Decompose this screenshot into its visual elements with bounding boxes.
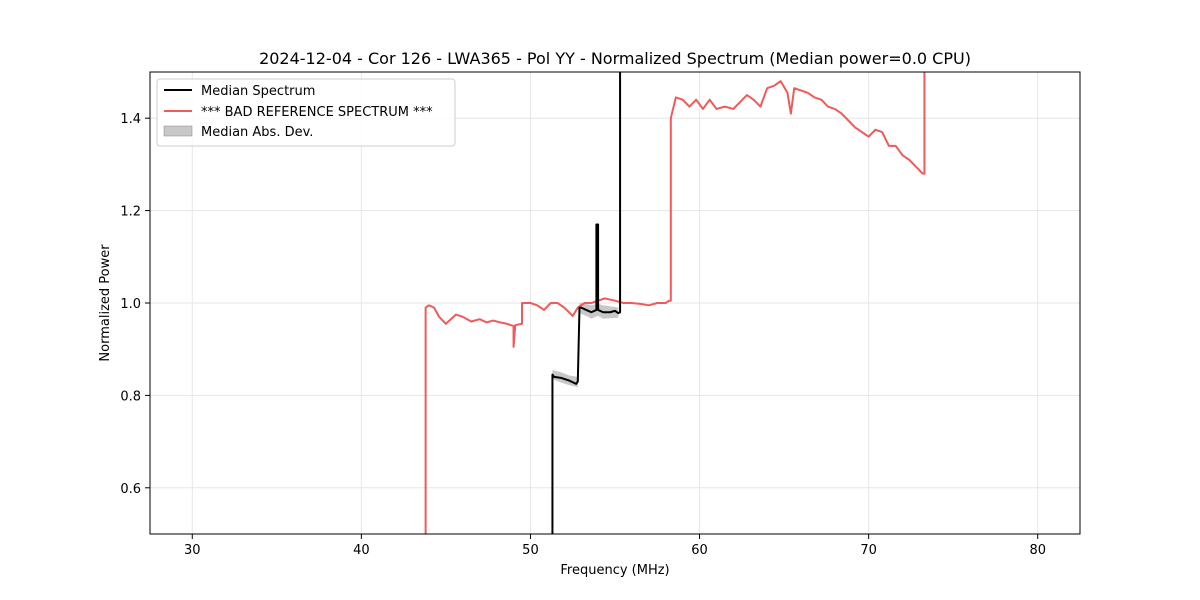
series-layer: [424, 72, 926, 534]
mad-band-layer: [552, 303, 619, 388]
y-tick-label: 1.4: [120, 112, 141, 127]
legend: Median Spectrum *** BAD REFERENCE SPECTR…: [156, 78, 456, 147]
chart-title: 2024-12-04 - Cor 126 - LWA365 - Pol YY -…: [259, 49, 971, 68]
x-tick-label: 80: [1029, 543, 1046, 558]
legend-label-median: Median Spectrum: [201, 84, 315, 99]
y-tick-label: 0.6: [120, 482, 141, 497]
legend-box: [156, 78, 456, 147]
x-tick-label: 70: [860, 543, 877, 558]
x-tick-label: 30: [184, 543, 201, 558]
legend-label-reference: *** BAD REFERENCE SPECTRUM ***: [201, 105, 433, 120]
legend-label-mad: Median Abs. Dev.: [201, 125, 313, 140]
x-tick-label: 40: [353, 543, 370, 558]
y-axis-label: Normalized Power: [98, 244, 113, 362]
median-spectrum-line: [551, 72, 622, 534]
y-tick-label: 1.0: [120, 297, 141, 312]
y-tick-label: 0.8: [120, 389, 141, 404]
x-tick-label: 50: [522, 543, 539, 558]
mad-band: [552, 303, 619, 388]
ticks: 30 40 50 60 70 80 0.6 0.8 1.0 1.2 1.4: [120, 112, 1046, 558]
y-tick-label: 1.2: [120, 205, 141, 220]
reference-spectrum-line: [424, 72, 926, 534]
x-axis-label: Frequency (MHz): [560, 563, 669, 578]
x-tick-label: 60: [691, 543, 708, 558]
legend-swatch-mad: [163, 125, 193, 137]
